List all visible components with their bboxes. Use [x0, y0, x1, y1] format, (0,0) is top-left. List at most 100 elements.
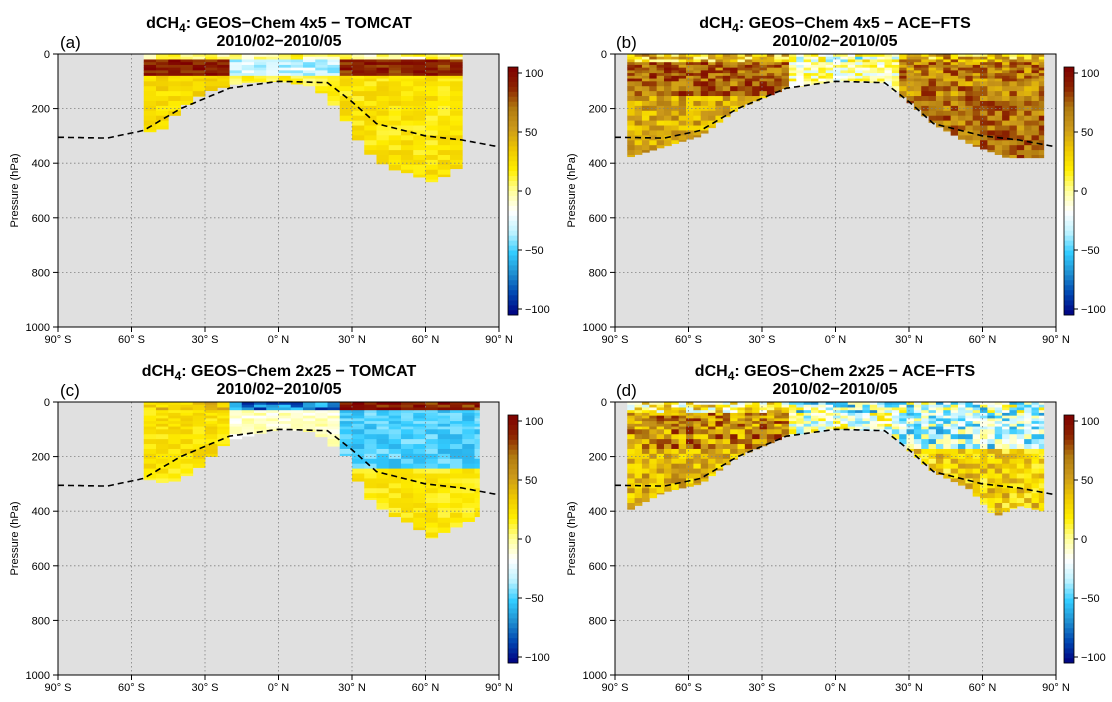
- heatmap-cell: [738, 101, 746, 106]
- heatmap-cell: [181, 418, 194, 421]
- heatmap-cell: [364, 130, 377, 135]
- heatmap-cell: [987, 478, 995, 483]
- heatmap-cell: [1002, 439, 1010, 444]
- heatmap-cell: [951, 91, 959, 96]
- heatmap-cell: [921, 429, 929, 434]
- x-tick-label: 30° S: [748, 334, 775, 346]
- heatmap-cell: [752, 416, 760, 419]
- y-tick-label: 200: [32, 104, 50, 116]
- heatmap-cell: [958, 59, 966, 62]
- heatmap-cell: [730, 68, 738, 71]
- heatmap-cell: [951, 116, 959, 121]
- heatmap-cell: [475, 416, 480, 419]
- heatmap-cell: [389, 140, 402, 145]
- heatmap-cell: [745, 76, 753, 79]
- heatmap-cell: [450, 68, 463, 71]
- heatmap-cell: [738, 407, 746, 410]
- heatmap-cell: [1009, 101, 1017, 106]
- heatmap-cell: [635, 73, 643, 76]
- heatmap-cell: [914, 421, 922, 424]
- heatmap-cell: [389, 160, 402, 165]
- colorbar-segment: [508, 260, 518, 265]
- heatmap-cell: [389, 416, 402, 419]
- heatmap-cell: [752, 91, 760, 96]
- heatmap-cell: [671, 116, 679, 121]
- heatmap-cell: [664, 76, 672, 79]
- heatmap-cell: [649, 407, 657, 410]
- heatmap-cell: [973, 81, 981, 86]
- heatmap-cell: [649, 427, 657, 430]
- colorbar-segment: [508, 430, 518, 435]
- heatmap-cell: [413, 464, 426, 469]
- heatmap-cell: [877, 62, 885, 65]
- heatmap-cell: [738, 57, 746, 60]
- heatmap-cell: [914, 424, 922, 427]
- heatmap-cell: [745, 96, 753, 101]
- heatmap-cell: [929, 65, 937, 68]
- heatmap-cell: [848, 407, 856, 410]
- y-tick-label: 0: [44, 397, 50, 409]
- heatmap-cell: [686, 449, 694, 454]
- heatmap-cell: [230, 65, 243, 68]
- colorbar-segment: [1064, 455, 1074, 460]
- heatmap-cell: [833, 410, 841, 413]
- heatmap-cell: [921, 405, 929, 408]
- heatmap-cell: [701, 57, 709, 60]
- heatmap-cell: [205, 429, 218, 434]
- heatmap-cell: [1032, 449, 1040, 454]
- heatmap-cell: [627, 111, 635, 116]
- heatmap-cell: [1017, 81, 1025, 86]
- heatmap-cell: [804, 410, 812, 413]
- heatmap-cell: [767, 427, 775, 430]
- heatmap-cell: [715, 81, 723, 86]
- heatmap-cell: [1024, 478, 1032, 483]
- heatmap-cell: [995, 429, 1003, 434]
- heatmap-cell: [389, 407, 402, 410]
- heatmap-cell: [193, 429, 206, 434]
- heatmap-cell: [413, 421, 426, 424]
- heatmap-cell: [965, 413, 973, 416]
- heatmap-cell: [715, 59, 723, 62]
- heatmap-cell: [980, 76, 988, 79]
- heatmap-cell: [686, 76, 694, 79]
- heatmap-cell: [340, 76, 353, 79]
- heatmap-cell: [811, 410, 819, 413]
- heatmap-cell: [679, 65, 687, 68]
- heatmap-cell: [752, 424, 760, 427]
- colorbar-tick-label: 50: [525, 127, 537, 139]
- heatmap-cell: [767, 410, 775, 413]
- colorbar-segment: [1064, 87, 1074, 92]
- heatmap-cell: [438, 126, 451, 131]
- heatmap-cell: [870, 421, 878, 424]
- heatmap-cell: [144, 81, 157, 86]
- heatmap-cell: [723, 91, 731, 96]
- heatmap-cell: [657, 121, 665, 126]
- heatmap-cell: [462, 469, 475, 474]
- heatmap-cell: [973, 407, 981, 410]
- heatmap-cell: [635, 416, 643, 419]
- heatmap-cell: [862, 407, 870, 410]
- colorbar-segment: [1064, 241, 1074, 246]
- heatmap-cell: [987, 81, 995, 86]
- heatmap-cell: [254, 57, 267, 60]
- colorbar-segment: [508, 295, 518, 300]
- heatmap-cell: [649, 65, 657, 68]
- heatmap-cell: [686, 68, 694, 71]
- heatmap-cell: [987, 76, 995, 79]
- heatmap-cell: [364, 91, 377, 96]
- colorbar-segment: [508, 171, 518, 176]
- heatmap-cell: [752, 413, 760, 416]
- heatmap-cell: [635, 488, 643, 493]
- heatmap-cell: [767, 62, 775, 65]
- heatmap-cell: [1032, 483, 1040, 488]
- heatmap-cell: [266, 421, 279, 424]
- heatmap-cell: [715, 429, 723, 434]
- colorbar-segment: [1064, 504, 1074, 509]
- heatmap-cell: [401, 170, 414, 173]
- heatmap-cell: [789, 405, 797, 408]
- heatmap-cell: [377, 65, 390, 68]
- heatmap-cell: [1024, 474, 1032, 479]
- heatmap-cell: [156, 449, 169, 454]
- heatmap-cell: [426, 418, 439, 421]
- heatmap-cell: [254, 81, 267, 82]
